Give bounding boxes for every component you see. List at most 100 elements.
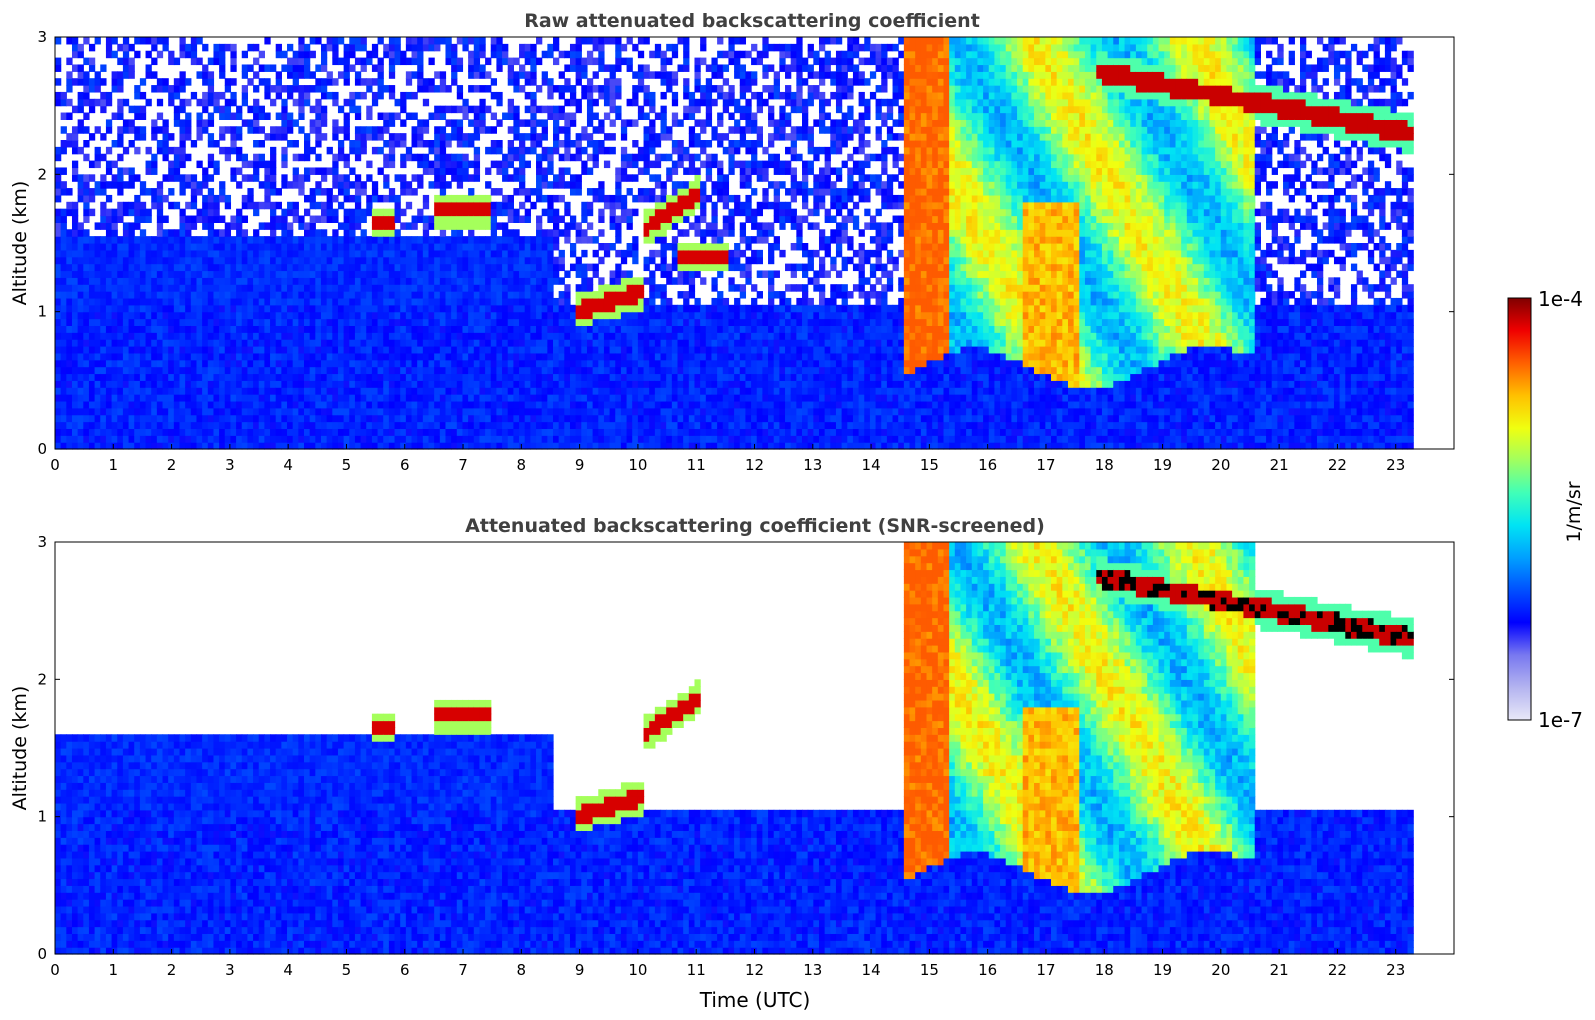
heatmap-cell — [304, 167, 311, 175]
heatmap-cell — [626, 249, 633, 258]
heatmap-cell — [343, 421, 350, 429]
heatmap-cell — [592, 414, 599, 423]
heatmap-cell — [190, 325, 198, 333]
heatmap-cell — [485, 194, 492, 203]
heatmap-cell — [332, 236, 339, 244]
heatmap-cell — [360, 394, 367, 402]
heatmap-cell — [264, 380, 271, 388]
heatmap-cell — [586, 236, 594, 244]
heatmap-cell — [536, 428, 543, 436]
heatmap-cell — [128, 311, 135, 320]
heatmap-cell — [122, 304, 130, 313]
heatmap-cell — [207, 291, 215, 299]
heatmap-cell — [94, 222, 101, 230]
heatmap-cell — [422, 332, 430, 340]
heatmap-cell — [94, 366, 101, 375]
heatmap-cell — [626, 387, 633, 395]
heatmap-cell — [575, 297, 582, 306]
heatmap-cell — [287, 407, 294, 416]
heatmap-cell — [490, 297, 498, 306]
heatmap-cell — [592, 140, 599, 148]
heatmap-cell — [586, 304, 594, 313]
heatmap-cell — [168, 146, 175, 155]
heatmap-cell — [445, 387, 452, 395]
heatmap-cell — [66, 85, 73, 93]
heatmap-cell — [592, 380, 599, 388]
heatmap-cell — [162, 243, 169, 251]
heatmap-cell — [490, 270, 498, 278]
heatmap-cell — [224, 229, 232, 237]
heatmap-cell — [117, 428, 124, 436]
heatmap-cell — [354, 201, 362, 210]
heatmap-cell — [654, 311, 662, 320]
heatmap-cell — [224, 256, 232, 265]
heatmap-cell — [219, 256, 226, 265]
heatmap-cell — [343, 133, 350, 141]
heatmap-cell — [434, 256, 441, 265]
heatmap-cell — [304, 421, 311, 429]
heatmap-cell — [83, 263, 90, 272]
heatmap-cell — [173, 153, 181, 162]
heatmap-cell — [394, 270, 401, 278]
heatmap-cell — [145, 146, 152, 155]
heatmap-cell — [315, 400, 322, 409]
heatmap-cell — [185, 318, 192, 326]
heatmap-cell — [134, 366, 141, 375]
heatmap-cell — [468, 256, 475, 265]
heatmap-cell — [77, 421, 84, 429]
heatmap-cell — [507, 229, 514, 237]
heatmap-cell — [411, 428, 418, 436]
heatmap-cell — [366, 194, 373, 203]
heatmap-cell — [632, 352, 639, 361]
heatmap-cell — [100, 249, 107, 258]
heatmap-cell — [473, 249, 481, 258]
heatmap-cell — [320, 332, 328, 340]
heatmap-cell — [479, 208, 486, 217]
heatmap-cell — [473, 277, 481, 285]
heatmap-cell — [241, 85, 249, 93]
heatmap-cell — [275, 435, 282, 443]
heatmap-cell — [309, 236, 316, 244]
heatmap-cell — [247, 304, 254, 313]
heatmap-cell — [649, 284, 656, 292]
heatmap-cell — [343, 215, 350, 223]
heatmap-cell — [66, 442, 73, 450]
heatmap-cell — [422, 270, 430, 278]
heatmap-cell — [524, 339, 531, 347]
heatmap-cell — [287, 297, 294, 306]
heatmap-cell — [366, 311, 373, 320]
heatmap-cell — [553, 359, 560, 368]
heatmap-cell — [411, 91, 418, 100]
heatmap-cell — [134, 91, 141, 100]
heatmap-cell — [230, 318, 237, 326]
heatmap-cell — [485, 325, 492, 333]
heatmap-cell — [196, 112, 203, 120]
heatmap-cell — [309, 37, 316, 45]
heatmap-cell — [547, 297, 554, 306]
heatmap-cell — [513, 85, 520, 93]
heatmap-cell — [428, 160, 435, 169]
heatmap-cell — [354, 78, 362, 86]
heatmap-cell — [547, 380, 554, 388]
heatmap-cell — [519, 304, 526, 313]
heatmap-cell — [547, 249, 554, 258]
heatmap-cell — [411, 236, 418, 244]
heatmap-cell — [55, 277, 62, 285]
heatmap-cell — [326, 188, 333, 196]
heatmap-cell — [586, 407, 594, 416]
heatmap-cell — [173, 229, 181, 237]
heatmap-cell — [388, 270, 396, 278]
heatmap-cell — [643, 442, 650, 450]
heatmap-cell — [122, 387, 130, 395]
heatmap-cell — [55, 256, 62, 265]
heatmap-cell — [496, 414, 503, 423]
heatmap-cell — [77, 332, 84, 340]
heatmap-cell — [468, 71, 475, 79]
heatmap-cell — [264, 64, 271, 72]
heatmap-cell — [77, 400, 84, 409]
heatmap-cell — [456, 352, 464, 361]
heatmap-cell — [275, 50, 282, 59]
heatmap-cell — [190, 215, 198, 223]
heatmap-cell — [377, 304, 384, 313]
heatmap-cell — [598, 140, 605, 148]
